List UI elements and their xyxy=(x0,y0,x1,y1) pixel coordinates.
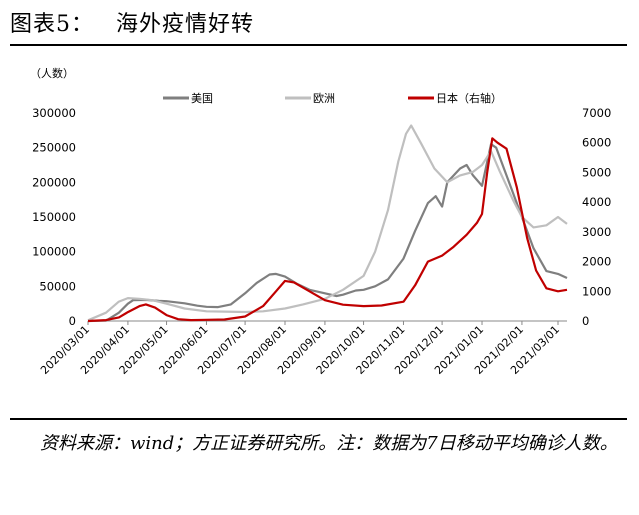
y-right-tick-label: 4000 xyxy=(582,195,611,209)
y-left-tick-label: 250000 xyxy=(32,141,76,155)
x-axis: 2020/03/012020/04/012020/05/012020/06/01… xyxy=(38,320,567,377)
source-note: 资料来源：wind；方正证券研究所。注：数据为7日移动平均确诊人数。 xyxy=(40,433,618,454)
series-line-usa xyxy=(87,143,568,323)
right-axis-ticks: 0 1000 2000 3000 4000 5000 6000 7000 xyxy=(582,106,611,328)
left-axis-title: （人数） xyxy=(30,67,74,80)
y-right-tick-label: 2000 xyxy=(582,255,611,269)
figure-title: 图表5： 海外疫情好转 xyxy=(10,6,254,38)
top-rule xyxy=(10,44,627,46)
series-line-europe xyxy=(87,124,568,322)
figure-label: 图表5： xyxy=(10,12,94,37)
y-left-tick-label: 50000 xyxy=(39,279,76,293)
legend-label: 欧洲 xyxy=(313,92,335,105)
y-right-tick-label: 1000 xyxy=(582,284,611,298)
bottom-rule xyxy=(10,418,627,420)
y-right-tick-label: 5000 xyxy=(582,165,611,179)
y-left-tick-label: 200000 xyxy=(32,175,76,189)
legend-label: 美国 xyxy=(191,92,213,105)
y-left-tick-label: 300000 xyxy=(32,106,76,120)
legend-label: 日本（右轴） xyxy=(436,91,502,105)
y-left-tick-label: 0 xyxy=(69,314,76,328)
y-right-tick-label: 3000 xyxy=(582,225,611,239)
legend: 美国 欧洲 日本（右轴） xyxy=(163,91,502,105)
chart: 0 50000 100000 150000 200000 250000 300000 0 10… xyxy=(30,67,611,377)
y-left-tick-label: 100000 xyxy=(32,245,76,259)
y-right-tick-label: 0 xyxy=(582,314,589,328)
figure-title-text: 海外疫情好转 xyxy=(116,12,255,37)
series-line-japan xyxy=(87,137,568,323)
left-axis-ticks: 0 50000 100000 150000 200000 250000 300000 xyxy=(32,106,76,328)
y-right-tick-label: 7000 xyxy=(582,106,611,120)
y-right-tick-label: 6000 xyxy=(582,136,611,150)
series-lines xyxy=(87,124,568,323)
y-left-tick-label: 150000 xyxy=(32,210,76,224)
